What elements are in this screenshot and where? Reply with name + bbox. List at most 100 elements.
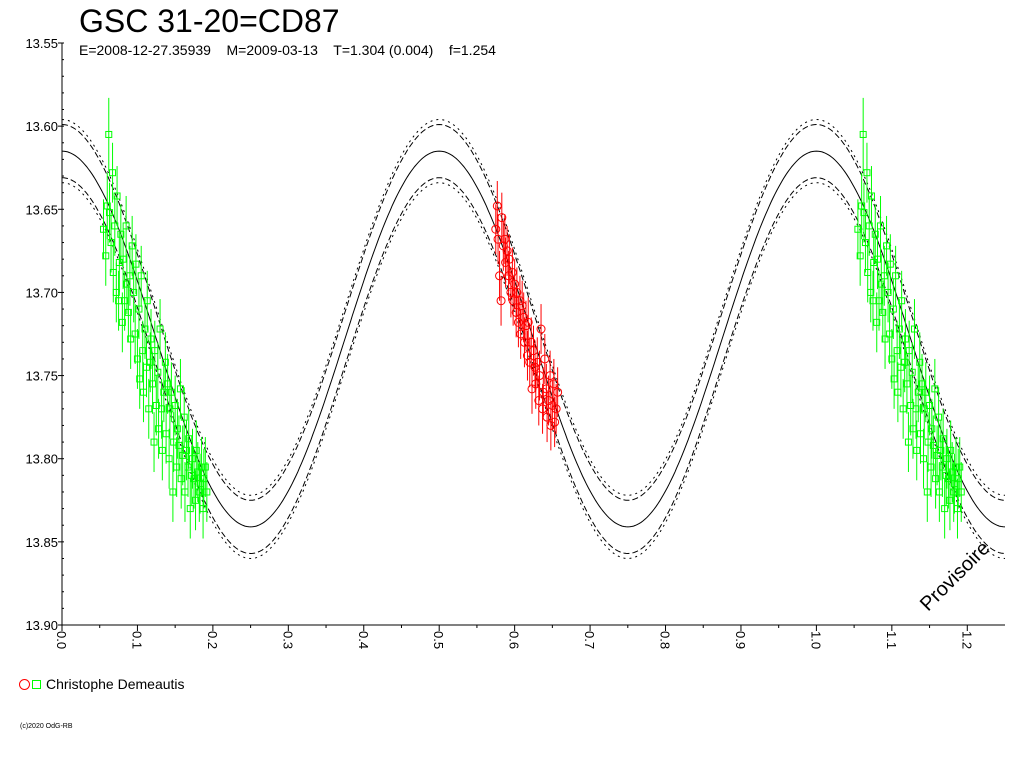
data-point-circle [492, 201, 502, 211]
data-point-square [920, 455, 928, 463]
legend: Christophe Demeautis [19, 675, 185, 693]
data-point-square [118, 318, 126, 326]
data-point-square [912, 405, 920, 413]
data-point-circle [519, 312, 529, 322]
chart-title: GSC 31-20=CD87 [79, 3, 340, 39]
x-tick-label: 0.0 [54, 631, 69, 649]
data-point-square [182, 446, 190, 454]
data-point-circle [532, 357, 542, 367]
data-point-square [916, 358, 924, 366]
data-point-square [127, 335, 135, 343]
data-point-square [944, 475, 952, 483]
data-point-square [956, 463, 964, 471]
data-point-square [953, 505, 961, 513]
model-upper-envelope [61, 123, 1006, 501]
data-point-square [941, 505, 949, 513]
axes: 13.55 13.60 13.65 13.70 13.75 13.80 13.85 13.90… [25, 36, 1005, 649]
data-point-circle [502, 246, 512, 256]
data-point-square [171, 402, 179, 410]
data-point-square [918, 380, 926, 388]
data-point-square [173, 425, 181, 433]
data-point-square [154, 368, 162, 376]
copyright-footer: (c)2020 OdG-RB [20, 723, 73, 730]
data-point-square [939, 435, 947, 443]
data-point-circle [507, 267, 517, 277]
data-point-square [119, 255, 127, 263]
data-point-square [856, 252, 864, 260]
data-point-square [881, 335, 889, 343]
data-point-circle [496, 296, 506, 306]
data-point-square [199, 505, 207, 513]
data-point-square [952, 463, 960, 471]
x-tick-label: 0.2 [205, 631, 220, 649]
data-point-square [192, 496, 200, 504]
data-point-square [117, 230, 125, 238]
x-tick-label: 1.2 [959, 631, 974, 649]
x-tick-label: 1.1 [884, 631, 899, 649]
data-point-square [132, 260, 140, 268]
data-point-circle [523, 317, 533, 327]
data-point-square [195, 488, 203, 496]
data-point-square [889, 305, 897, 313]
data-point-circle [536, 324, 546, 334]
data-point-square [901, 358, 909, 366]
data-point-square [871, 230, 879, 238]
data-point-square [176, 385, 184, 393]
data-point-square [192, 446, 200, 454]
y-tick-label: 13.80 [25, 452, 58, 467]
data-point-square [874, 255, 882, 263]
data-point-square [859, 130, 867, 138]
data-point-square [892, 272, 900, 280]
data-point-circle [530, 362, 540, 372]
data-point-square [861, 239, 869, 247]
data-point-square [867, 192, 875, 200]
y-tick-label: 13.70 [25, 285, 58, 300]
data-point-square [929, 441, 937, 449]
x-tick-label: 1.0 [808, 631, 823, 649]
x-tick-label: 0.4 [356, 631, 371, 649]
data-point-square [106, 209, 114, 217]
data-point-square [175, 441, 183, 449]
data-point-square [926, 402, 934, 410]
data-point-square [888, 355, 896, 363]
data-point-square [133, 355, 141, 363]
data-point-circle [497, 213, 507, 223]
data-point-square [184, 463, 192, 471]
data-point-square [128, 242, 136, 250]
data-point-square [901, 335, 909, 343]
data-point-circle [495, 271, 505, 281]
data-point-square [103, 202, 111, 210]
data-point-circle [551, 404, 561, 414]
data-point-square [897, 363, 905, 371]
y-tick-label: 13.75 [25, 369, 58, 384]
data-point-square [111, 222, 119, 230]
y-tick-label: 13.65 [25, 202, 58, 217]
y-tick-label: 13.60 [25, 119, 58, 134]
data-point-circle [500, 234, 510, 244]
y-tick-label: 13.90 [25, 618, 58, 633]
data-point-square [146, 358, 154, 366]
data-point-square [121, 297, 129, 305]
data-point-square [169, 488, 177, 496]
data-point-circle [550, 417, 560, 427]
data-point-square [139, 347, 147, 355]
data-point-square [186, 505, 194, 513]
data-point-square [884, 288, 892, 296]
data-point-square [203, 488, 211, 496]
data-point-square [933, 451, 941, 459]
data-point-square [158, 446, 166, 454]
model-lower-envelope-outer [61, 182, 1006, 560]
data-point-square [880, 272, 888, 280]
data-point-square [190, 475, 198, 483]
data-point-square [142, 363, 150, 371]
data-point-square [922, 388, 930, 396]
data-point-square [160, 388, 168, 396]
data-point-square [113, 192, 121, 200]
legend-square-marker [32, 679, 41, 689]
data-point-square [102, 252, 110, 260]
data-point-square [105, 130, 113, 138]
data-point-square [865, 222, 873, 230]
data-point-square [141, 325, 149, 333]
data-point-square [131, 330, 139, 338]
data-point-square [177, 475, 185, 483]
